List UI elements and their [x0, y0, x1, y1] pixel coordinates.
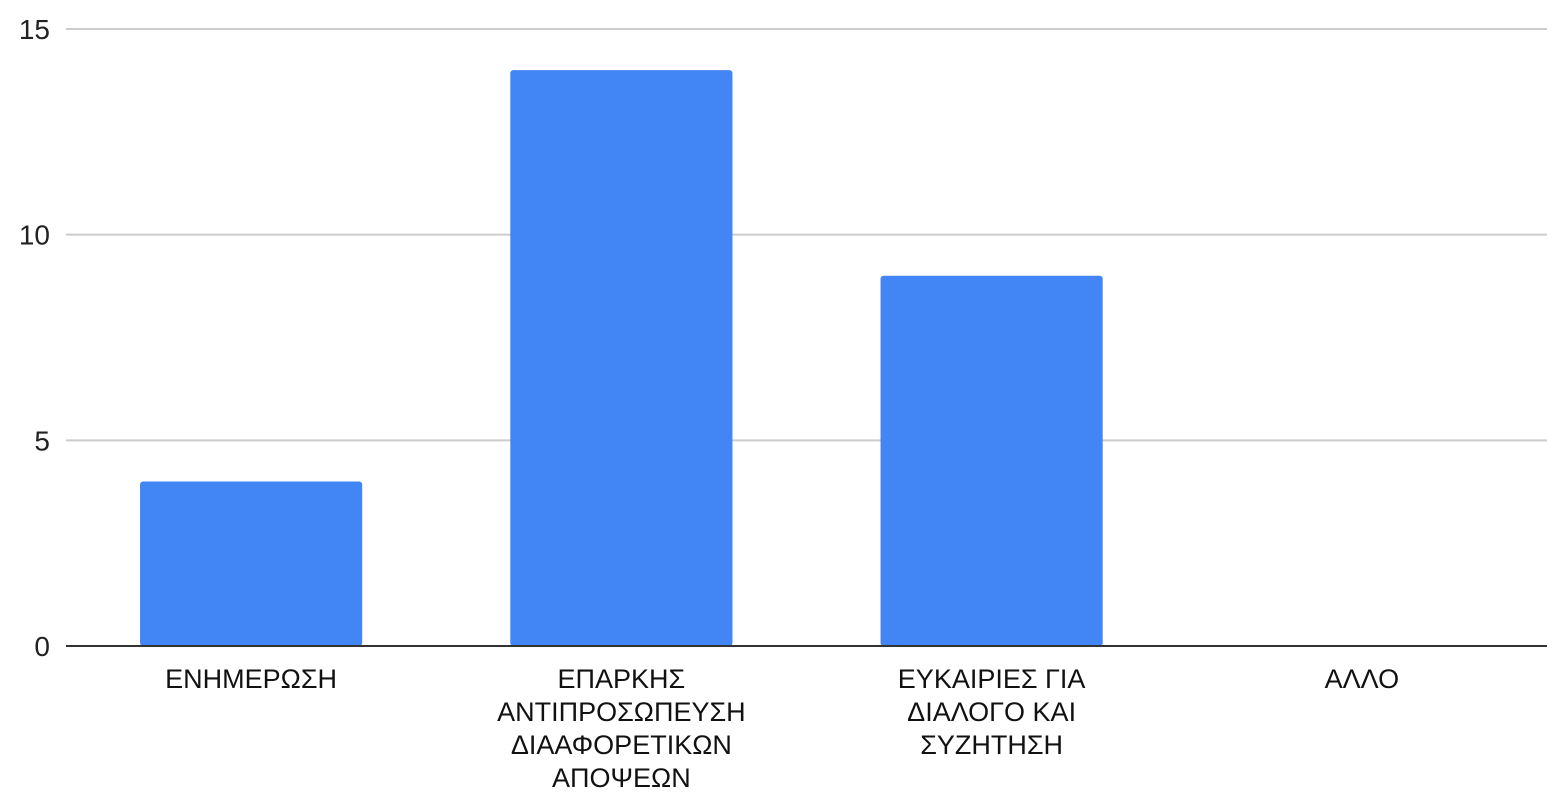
x-tick-label-line: ΑΝΤΙΠΡΟΣΩΠΕΥΣΗ	[497, 697, 746, 727]
y-tick-label: 15	[19, 14, 50, 45]
y-tick-label: 0	[34, 631, 50, 662]
gridlines	[66, 28, 1547, 442]
bar	[880, 275, 1103, 646]
x-tick-label-line: ΕΝΗΜΕΡΩΣΗ	[165, 664, 337, 694]
x-tick-label-line: ΔΙΑΛΟΓΟ ΚΑΙ	[907, 697, 1076, 727]
x-tick-label: ΑΛΛΟ	[1325, 664, 1400, 694]
x-tick-label-line: ΑΠΟΨΕΩΝ	[552, 763, 691, 792]
y-axis-ticks: 0 5 10 15	[19, 14, 50, 662]
bar	[510, 70, 733, 647]
x-tick-label: ΕΝΗΜΕΡΩΣΗ	[165, 664, 337, 694]
x-tick-label-line: ΕΠΑΡΚΗΣ	[558, 664, 686, 694]
x-tick-label-line: ΣΥΖΗΤΗΣΗ	[920, 730, 1063, 760]
y-tick-label: 10	[19, 220, 50, 251]
x-tick-label-line: ΔΙΑΑΦΟΡΕΤΙΚΩΝ	[511, 730, 732, 760]
x-tick-label-line: ΑΛΛΟ	[1325, 664, 1400, 694]
x-axis-labels: ΕΝΗΜΕΡΩΣΗ ΕΠΑΡΚΗΣ ΑΝΤΙΠΡΟΣΩΠΕΥΣΗ ΔΙΑΑΦΟΡΕΤΙ…	[165, 664, 1399, 792]
bars	[140, 70, 1103, 647]
x-tick-label: ΕΠΑΡΚΗΣ ΑΝΤΙΠΡΟΣΩΠΕΥΣΗ ΔΙΑΑΦΟΡΕΤΙΚΩΝ ΑΠΟΨΕΩ…	[497, 664, 746, 792]
y-tick-label: 5	[34, 425, 50, 456]
x-tick-label-line: ΕΥΚΑΙΡΙΕΣ ΓΙΑ	[898, 664, 1086, 694]
x-tick-label: ΕΥΚΑΙΡΙΕΣ ΓΙΑ ΔΙΑΛΟΓΟ ΚΑΙ ΣΥΖΗΤΗΣΗ	[898, 664, 1086, 760]
bar	[140, 481, 363, 646]
